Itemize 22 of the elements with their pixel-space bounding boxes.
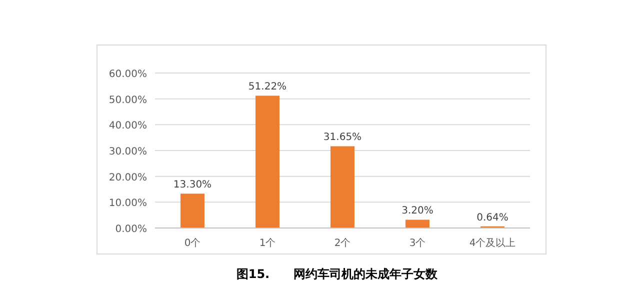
y-tick-label: 60.00% bbox=[108, 69, 147, 80]
x-tick-label: 0个 bbox=[184, 237, 201, 249]
data-label: 3.20% bbox=[402, 206, 434, 217]
y-tick-label: 0.00% bbox=[115, 224, 147, 235]
y-tick-label: 30.00% bbox=[108, 146, 147, 158]
x-tick-label: 1个 bbox=[259, 237, 276, 249]
bar bbox=[330, 146, 354, 228]
bar bbox=[406, 220, 430, 228]
x-tick-label: 4个及以上 bbox=[469, 237, 516, 249]
y-tick-label: 40.00% bbox=[108, 120, 147, 132]
data-label: 31.65% bbox=[323, 132, 362, 144]
x-tick-label: 3个 bbox=[409, 237, 426, 249]
x-tick-label: 2个 bbox=[334, 237, 351, 249]
y-tick-label: 50.00% bbox=[108, 94, 147, 106]
bar bbox=[180, 194, 204, 228]
bar bbox=[256, 96, 280, 228]
data-label: 51.22% bbox=[248, 82, 287, 93]
y-tick-label: 10.00% bbox=[108, 198, 147, 210]
data-label: 0.64% bbox=[476, 212, 508, 224]
y-tick-label: 20.00% bbox=[108, 172, 147, 184]
text: 图15. 网约车司机的未成年子女数 bbox=[236, 267, 439, 281]
data-label: 13.30% bbox=[173, 180, 212, 191]
